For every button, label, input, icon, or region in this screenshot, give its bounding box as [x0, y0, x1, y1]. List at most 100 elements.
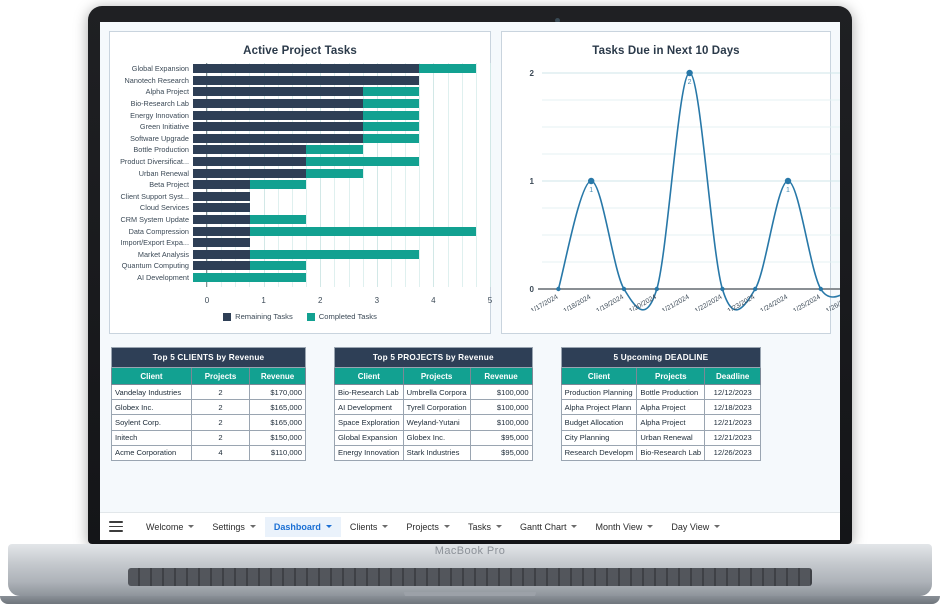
- table-column-header: Client: [560, 367, 638, 385]
- bar-chart-row: Market Analysis: [110, 249, 490, 261]
- legend-item: Completed Tasks: [306, 312, 377, 321]
- bar-category-label: CRM System Update: [120, 215, 189, 225]
- table-header-row: Client Projects Revenue: [334, 367, 533, 385]
- table-row[interactable]: Budget Allocation Alpha Project 12/21/2023: [560, 414, 762, 431]
- legend-label: Completed Tasks: [318, 312, 377, 321]
- nav-item-label: Day View: [671, 521, 710, 532]
- table-row[interactable]: Soylent Corp. 2 $165,000: [111, 414, 306, 431]
- table-row[interactable]: Alpha Project Plann Alpha Project 12/18/20…: [560, 399, 762, 416]
- bar-track: [193, 64, 476, 74]
- bar-category-label: Quantum Computing: [121, 261, 189, 271]
- line-chart-point: [784, 177, 792, 185]
- legend-swatch: [223, 312, 232, 321]
- table-cell: Urban Renewal: [636, 429, 706, 446]
- table-title: Top 5 CLIENTS by Revenue: [111, 347, 306, 368]
- bar-segment-remaining: [193, 180, 250, 190]
- table-cell: 2: [191, 399, 250, 416]
- table-row[interactable]: Vandelay Industries 2 $170,000: [111, 383, 306, 401]
- bar-segment-remaining: [193, 157, 307, 167]
- bar-segment-remaining: [193, 87, 363, 97]
- nav-item-settings[interactable]: Settings: [203, 517, 265, 537]
- bar-category-label: Import/Export Expa...: [120, 238, 189, 248]
- bar-category-label: Market Analysis: [137, 249, 189, 259]
- bar-segment-completed: [249, 226, 476, 236]
- line-chart-point: [686, 69, 693, 77]
- table-cell: Bio-Research Lab: [334, 383, 404, 401]
- table-cell: Stark Industries: [402, 444, 471, 461]
- charts-row: Active Project Tasks Global Expansion Nan…: [109, 31, 840, 334]
- table-row[interactable]: Energy Innovation Stark Industries $95,000: [334, 444, 533, 461]
- bar-track: [193, 215, 476, 225]
- bar-x-tick-label: 0: [204, 296, 210, 305]
- bar-category-label: Nanotech Research: [124, 75, 190, 85]
- bar-segment-remaining: [193, 110, 363, 120]
- nav-item-day-view[interactable]: Day View: [662, 517, 729, 537]
- bar-segment-remaining: [193, 133, 363, 143]
- bar-category-label: Urban Renewal: [138, 168, 189, 178]
- bar-category-label: Bottle Production: [133, 145, 189, 155]
- table-row[interactable]: Bio-Research Lab Umbrella Corpora $100,000: [334, 383, 533, 401]
- table-row[interactable]: AI Development Tyrell Corporation $100,000: [334, 399, 533, 416]
- bar-segment-remaining: [193, 99, 363, 109]
- nav-item-tasks[interactable]: Tasks: [459, 517, 511, 537]
- bar-chart-plot-area: Global Expansion Nanotech Research Alpha P…: [110, 63, 491, 295]
- bar-chart-title: Active Project Tasks: [243, 45, 357, 57]
- line-chart-plot-area: 0 1 2 1 2 1 1/17/2024 1/18/2024 1/19/2024 1/20/20…: [502, 61, 840, 311]
- summary-table: Top 5 CLIENTS by Revenue Client Projects Re…: [111, 347, 306, 461]
- table-row[interactable]: Space Exploration Weyland-Yutani $100,000: [334, 414, 533, 431]
- table-cell: 12/21/2023: [704, 429, 762, 446]
- table-cell: $165,000: [249, 399, 306, 416]
- summary-table: Top 5 PROJECTS by Revenue Client Projects R…: [334, 347, 533, 461]
- table-row[interactable]: Globex Inc. 2 $165,000: [111, 399, 306, 416]
- nav-item-month-view[interactable]: Month View: [586, 517, 662, 537]
- nav-item-gantt-chart[interactable]: Gantt Chart: [511, 517, 587, 537]
- bar-segment-remaining: [193, 75, 420, 85]
- bar-track: [193, 191, 476, 201]
- bar-chart-row: Data Compression: [110, 225, 490, 237]
- table-row[interactable]: Global Expansion Globex Inc. $95,000: [334, 429, 533, 446]
- bar-category-label: Cloud Services: [139, 203, 189, 213]
- bar-segment-completed: [362, 122, 420, 132]
- table-column-header: Revenue: [469, 367, 533, 385]
- chevron-down-icon: [495, 525, 502, 528]
- chevron-down-icon: [382, 525, 389, 528]
- bar-segment-remaining: [193, 64, 420, 74]
- table-row[interactable]: City Planning Urban Renewal 12/21/2023: [560, 429, 762, 446]
- bar-x-tick-label: 4: [431, 296, 436, 305]
- table-row[interactable]: Initech 2 $150,000: [111, 429, 306, 446]
- bar-track: [193, 87, 476, 97]
- bar-segment-remaining: [193, 122, 363, 132]
- bar-chart-row: Global Expansion: [110, 63, 490, 75]
- laptop-screen: Active Project Tasks Global Expansion Nan…: [100, 22, 840, 540]
- bar-chart-row: Nanotech Research: [110, 75, 490, 87]
- hamburger-icon[interactable]: [109, 521, 123, 532]
- legend-item: Remaining Tasks: [223, 312, 293, 321]
- table-cell: 12/18/2023: [704, 399, 762, 416]
- webcam-icon: [555, 18, 560, 23]
- bar-category-label: Alpha Project: [145, 87, 189, 97]
- table-cell: 12/12/2023: [704, 383, 762, 401]
- line-chart-point: [720, 286, 725, 292]
- bar-track: [193, 75, 476, 85]
- line-chart-x-tick-label: 1/19/2024: [595, 294, 625, 311]
- bar-segment-remaining: [193, 191, 250, 201]
- nav-item-projects[interactable]: Projects: [397, 517, 459, 537]
- nav-item-dashboard[interactable]: Dashboard: [264, 516, 341, 537]
- table-row[interactable]: Production Planning Bottle Production 12/1…: [560, 383, 762, 401]
- table-row[interactable]: Acme Corporation 4 $110,000: [111, 444, 306, 461]
- table-cell: $110,000: [249, 444, 306, 461]
- bar-chart-legend: Remaining Tasks Completed Tasks: [110, 312, 490, 321]
- table-row[interactable]: Research Developm Bio-Research Lab 12/26/2…: [560, 444, 762, 461]
- bar-chart-row: Bottle Production: [110, 144, 490, 156]
- nav-item-clients[interactable]: Clients: [341, 517, 398, 537]
- bar-track: [193, 226, 476, 236]
- table-cell: Umbrella Corpora: [402, 383, 471, 401]
- nav-item-welcome[interactable]: Welcome: [137, 517, 203, 537]
- table-cell: 2: [191, 383, 250, 401]
- bar-segment-remaining: [193, 215, 250, 225]
- line-chart-point-label: 1: [786, 187, 790, 194]
- bar-category-label: Global Expansion: [131, 64, 189, 74]
- bar-track: [193, 157, 476, 167]
